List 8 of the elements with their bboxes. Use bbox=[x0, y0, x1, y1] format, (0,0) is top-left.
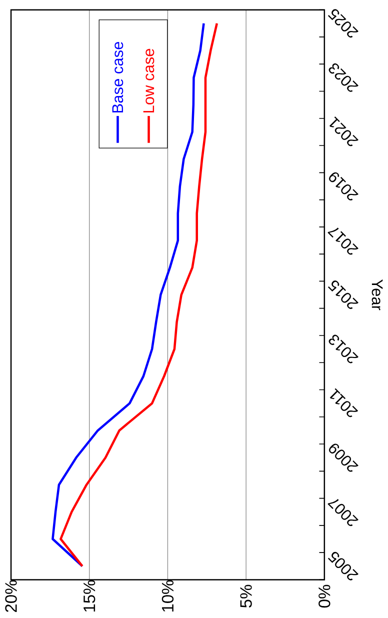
y-axis-title: Year bbox=[372, 279, 383, 310]
text: Low case bbox=[143, 48, 154, 112]
x-tick-label: 10% bbox=[162, 580, 174, 612]
x-tick-label: 5% bbox=[240, 584, 252, 608]
x-tick-label: 0% bbox=[318, 584, 330, 608]
x-tick-label: 20% bbox=[5, 580, 17, 612]
text: Base case bbox=[112, 42, 124, 112]
x-tick-label: 15% bbox=[84, 580, 96, 612]
